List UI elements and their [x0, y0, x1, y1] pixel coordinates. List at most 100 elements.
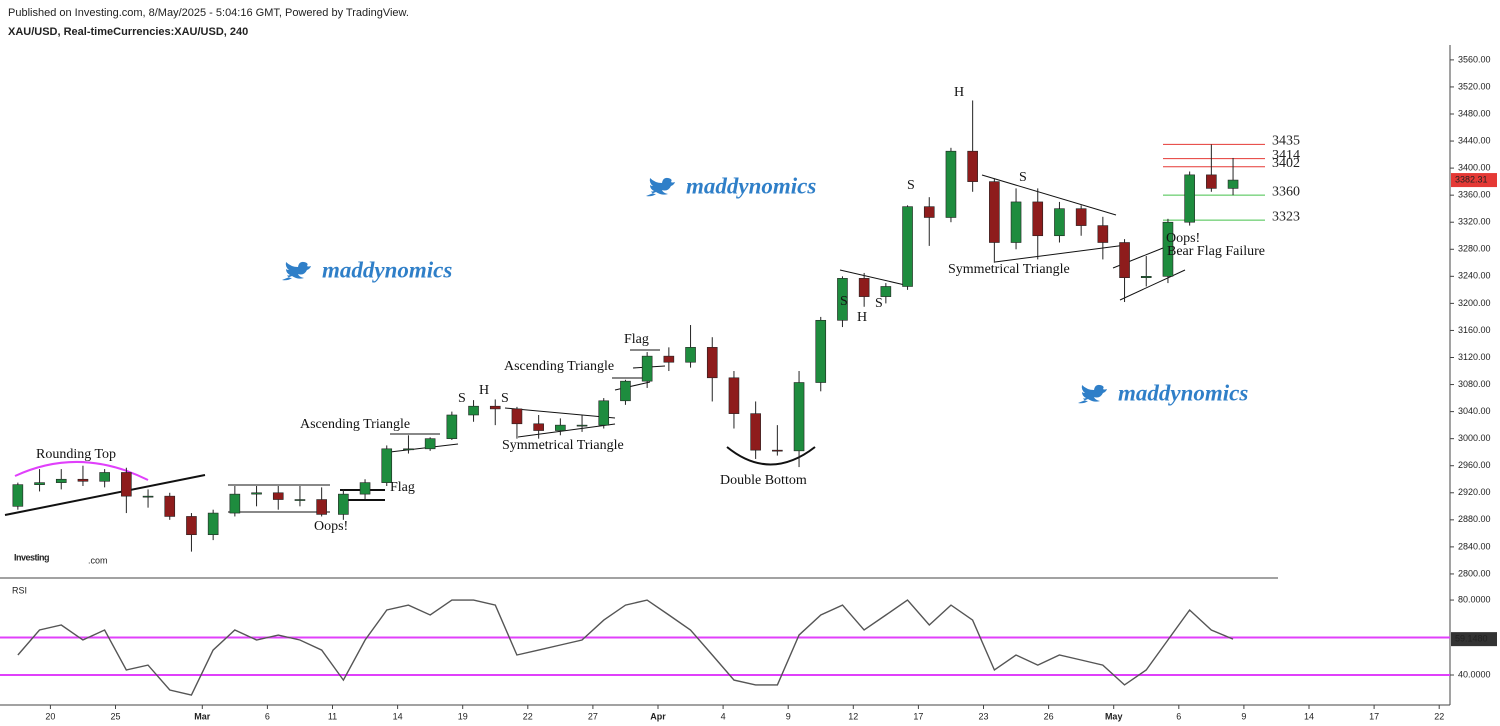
candle-body — [468, 405, 479, 416]
y-tick-label: 80.0000 — [1458, 594, 1491, 604]
candle-body — [858, 278, 870, 297]
candle-body — [793, 382, 805, 452]
candle-body — [945, 150, 957, 218]
annotation: S — [458, 391, 466, 406]
candle-body — [1097, 225, 1109, 243]
y-tick-label: 3280.00 — [1458, 244, 1491, 254]
candle-body — [706, 347, 718, 379]
annotation: Flag — [390, 480, 415, 495]
y-tick-label: 2960.00 — [1458, 460, 1491, 470]
annotation: Symmetrical Triangle — [502, 438, 624, 453]
candle-body — [381, 448, 393, 483]
x-tick-label: 6 — [265, 711, 270, 721]
annotation: Rounding Top — [36, 447, 116, 462]
y-tick-label: 3240.00 — [1458, 271, 1491, 281]
candle-body — [533, 423, 544, 431]
candle-body — [837, 278, 848, 321]
y-tick-label: 3360.00 — [1458, 190, 1491, 200]
x-tick-label: 20 — [45, 711, 55, 721]
candle-body — [598, 400, 610, 426]
y-tick-label: 3160.00 — [1458, 325, 1491, 335]
annotation: S — [875, 296, 883, 311]
x-tick-label: May — [1105, 711, 1123, 721]
candle-body — [99, 472, 110, 482]
annotation: S — [1019, 170, 1027, 185]
candle-body — [1140, 276, 1152, 278]
annotation: H — [479, 383, 489, 398]
candle-body — [186, 516, 197, 536]
level-label: 3323 — [1272, 209, 1300, 224]
annotation: H — [857, 310, 867, 325]
symbol-title: XAU/USD, Real-timeCurrencies:XAU/USD, 24… — [8, 26, 248, 38]
x-tick-label: 17 — [913, 711, 923, 721]
rsi-title: RSI — [12, 585, 27, 595]
candle-body — [728, 377, 740, 414]
y-tick-label: 3120.00 — [1458, 352, 1491, 362]
y-tick-label: 3400.00 — [1458, 162, 1491, 172]
x-tick-label: 19 — [458, 711, 468, 721]
rounding-arc — [14, 461, 149, 481]
level-label: 3435 — [1272, 134, 1300, 149]
double-bottom-arc — [726, 446, 816, 466]
x-tick-label: 6 — [1176, 711, 1181, 721]
price-tag-label: 3382.31 — [1455, 174, 1488, 184]
bird-icon — [646, 177, 675, 197]
published-note: Published on Investing.com, 8/May/2025 -… — [8, 7, 409, 19]
candle-body — [34, 482, 45, 485]
x-tick-label: 11 — [328, 711, 337, 721]
x-tick-label: Mar — [194, 711, 211, 721]
candle-body — [164, 495, 176, 517]
annotation: Flag — [624, 332, 649, 347]
triangle-line — [981, 174, 1117, 216]
x-tick-label: 23 — [978, 711, 988, 721]
rsi-tag — [1451, 632, 1497, 647]
x-tick-label: 17 — [1369, 711, 1379, 721]
candle-body — [663, 355, 675, 363]
candle-body — [403, 448, 414, 451]
annotation: S — [501, 391, 509, 406]
y-tick-label: 2880.00 — [1458, 514, 1491, 524]
rsi-line — [17, 599, 1234, 696]
candle-body — [620, 380, 631, 402]
candle-body — [1119, 242, 1130, 278]
annotation: H — [954, 85, 964, 100]
x-tick-label: 25 — [110, 711, 120, 721]
y-tick-label: 3440.00 — [1458, 135, 1491, 145]
candle-body — [967, 150, 978, 182]
candle-body — [424, 438, 436, 450]
x-tick-label: 26 — [1044, 711, 1054, 721]
candle-body — [489, 405, 501, 410]
annotation: Ascending Triangle — [504, 359, 614, 374]
y-tick-label: 3040.00 — [1458, 406, 1491, 416]
y-tick-label: 3480.00 — [1458, 108, 1491, 118]
candle-body — [1206, 174, 1217, 189]
bird-icon — [1078, 384, 1107, 404]
x-tick-label: 14 — [393, 711, 403, 721]
annotation: Symmetrical Triangle — [948, 262, 1070, 277]
bird-icon — [282, 261, 311, 281]
triangle-line — [994, 244, 1127, 263]
flag-line — [1119, 269, 1186, 301]
y-tick-label: 3080.00 — [1458, 379, 1491, 389]
level-label: 3402 — [1272, 156, 1300, 171]
triangle-line — [517, 423, 616, 438]
y-tick-label: 3320.00 — [1458, 217, 1491, 227]
candle-body — [1032, 201, 1044, 237]
annotation: Oops! — [1166, 231, 1200, 246]
triangle-line — [504, 407, 616, 419]
candle-body — [685, 347, 696, 363]
x-tick-label: 27 — [588, 711, 598, 721]
candle-body — [338, 493, 349, 515]
price-tag — [1451, 173, 1497, 188]
candle-body — [229, 493, 241, 514]
annotation: Oops! — [314, 519, 348, 534]
candle-body — [1184, 174, 1195, 223]
candle-body — [12, 484, 24, 507]
candle-body — [1010, 201, 1022, 243]
candle-body — [1075, 208, 1087, 226]
x-tick-label: 14 — [1304, 711, 1314, 721]
x-tick-label: 9 — [1241, 711, 1246, 721]
x-tick-label: 22 — [523, 711, 533, 721]
